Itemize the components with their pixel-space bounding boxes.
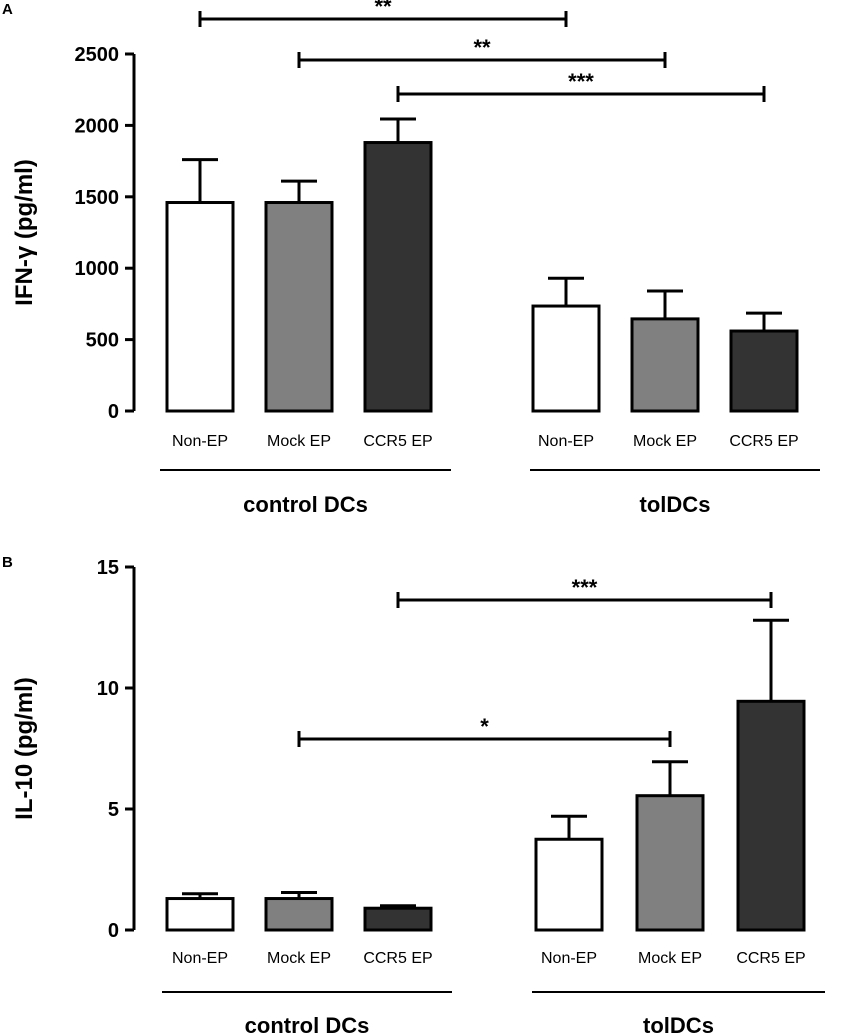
panel-b-category-label: CCR5 EP <box>736 950 805 967</box>
panel-b-category-label: Mock EP <box>267 950 331 967</box>
panel-b-y-tick-label: 0 <box>108 920 119 942</box>
panel-a-bar <box>264 201 334 413</box>
panel-b-bar <box>264 897 334 932</box>
panel-b: B 0 5 10 15 IL-10 (pg/ml) Non-EP Mock EP CCR5 E… <box>2 554 825 1033</box>
panel-a-bar <box>729 329 799 413</box>
panel-b-letter: B <box>2 554 13 571</box>
panel-a-significance-label: ** <box>473 35 491 60</box>
panel-b-bar <box>534 837 604 932</box>
panel-a-y-tick-label: 1500 <box>75 187 120 209</box>
panel-a-category-label: Non-EP <box>172 433 228 450</box>
panel-a-y-tick-label: 1000 <box>75 258 120 280</box>
panel-b-bar <box>363 906 433 932</box>
panel-a-significance-label: *** <box>568 69 594 94</box>
panel-a-category-label: Mock EP <box>633 433 697 450</box>
panel-b-category-label: CCR5 EP <box>363 950 432 967</box>
panel-b-y-tick-label: 10 <box>97 678 119 700</box>
panel-a-letter: A <box>2 1 13 18</box>
panel-a-bar <box>531 304 601 413</box>
panel-b-significance-label: * <box>480 714 489 739</box>
panel-a-y-tick-label: 2000 <box>75 115 120 137</box>
panel-a-y-axis-title: IFN-γ (pg/ml) <box>11 159 38 306</box>
panel-b-y-axis-title: IL-10 (pg/ml) <box>11 677 38 820</box>
panel-b-category-label: Non-EP <box>172 950 228 967</box>
panel-a-group-label: control DCs <box>243 492 368 517</box>
panel-a: A 0 500 1000 1500 2000 2500 IFN-γ (pg/ml) Non-E… <box>2 0 820 517</box>
panel-b-group-label: control DCs <box>245 1013 370 1033</box>
panel-a-bar <box>363 141 433 413</box>
panel-b-category-label: Non-EP <box>541 950 597 967</box>
panel-a-significance-label: ** <box>374 0 392 19</box>
panel-a-group-label: tolDCs <box>640 492 711 517</box>
panel-b-bar <box>736 699 806 932</box>
panel-a-bar <box>630 317 700 413</box>
panel-b-bar <box>635 794 705 932</box>
panel-a-y-tick-label: 0 <box>108 401 119 423</box>
panel-a-y-tick-label: 2500 <box>75 44 120 66</box>
panel-b-category-label: Mock EP <box>638 950 702 967</box>
panel-a-bar <box>165 201 235 413</box>
panel-b-significance-label: *** <box>572 575 598 600</box>
panel-b-group-label: tolDCs <box>643 1013 714 1033</box>
panel-b-y-tick-label: 5 <box>108 799 119 821</box>
panel-a-category-label: CCR5 EP <box>363 433 432 450</box>
panel-b-y-tick-label: 15 <box>97 557 119 579</box>
panel-a-category-label: CCR5 EP <box>729 433 798 450</box>
panel-a-category-label: Mock EP <box>267 433 331 450</box>
panel-a-category-label: Non-EP <box>538 433 594 450</box>
panel-a-y-tick-label: 500 <box>86 330 119 352</box>
panel-b-bar <box>165 897 235 932</box>
